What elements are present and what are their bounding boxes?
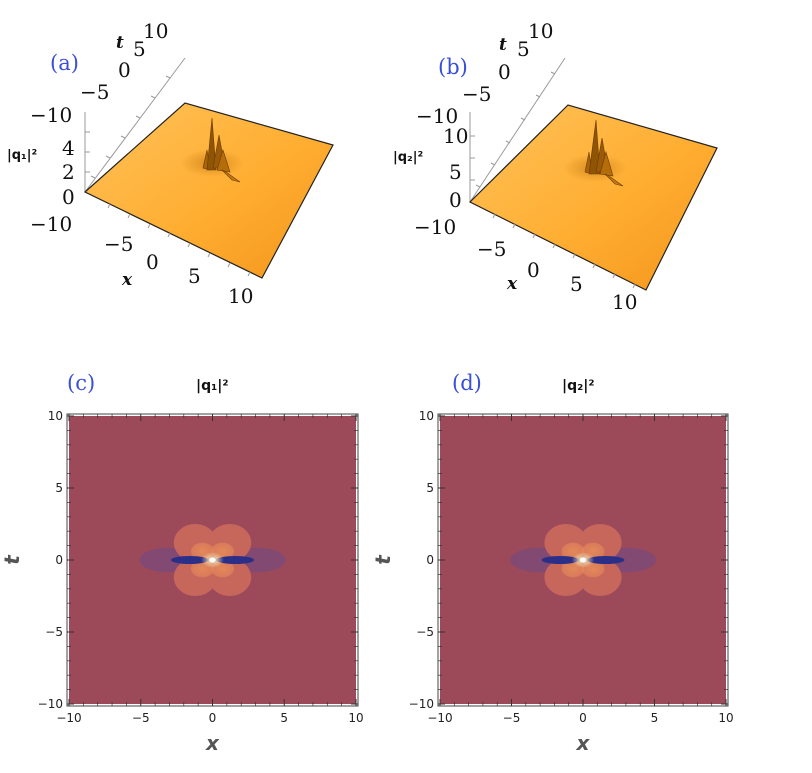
y-tick-label: 10	[419, 409, 434, 423]
density-trough	[587, 555, 625, 565]
density-trough	[170, 555, 209, 565]
panel-label-c: (c)	[67, 371, 96, 395]
surface-a-plane	[83, 102, 334, 279]
panel-label-b: (b)	[438, 55, 468, 79]
density-peak	[209, 557, 216, 563]
panel-label-d: (d)	[452, 371, 482, 395]
x-tick-label: 10	[348, 711, 363, 725]
density-d-title: |q₂|²	[562, 378, 595, 394]
surface-b-t-label: t	[499, 35, 507, 55]
x-tick-label: −10	[427, 711, 452, 725]
surface-b-z-tick: 10	[443, 124, 469, 148]
surface-a-x-tick: 5	[188, 264, 201, 288]
surface-b-t-tick: −10	[416, 104, 459, 128]
density-plot-c: −10 −5 0 5 10 −10 −5 0 5 10 x t	[0, 409, 364, 755]
axis-ticks	[438, 414, 728, 706]
x-tick-label: 5	[651, 711, 659, 725]
x-axis-label: x	[205, 731, 220, 755]
surface-b-plane	[468, 104, 718, 291]
axis-ticks	[67, 414, 358, 706]
surface-a-t-tick: 5	[133, 37, 146, 61]
surface-b-x-tick: −10	[414, 215, 457, 239]
surface-b-t-tick: 5	[517, 37, 530, 61]
x-tick-label: −5	[503, 711, 521, 725]
y-tick-label: −10	[38, 697, 63, 711]
surface-b-z-tick: 0	[449, 188, 462, 212]
surface-a-z-tick: 0	[62, 185, 75, 209]
surface-a-t-tick: 0	[118, 58, 131, 82]
surface-a-x-tick: 0	[146, 250, 159, 274]
surface-b-x-tick: 0	[527, 258, 540, 282]
x-tick-label: 5	[280, 711, 288, 725]
surface-b-x-tick: −5	[477, 237, 507, 261]
y-tick-label: 5	[426, 481, 434, 495]
x-tick-label: 10	[718, 711, 733, 725]
surface-b-x-tick: 10	[612, 290, 638, 314]
x-tick-label: 0	[209, 711, 217, 725]
surface-b-x-label: x	[507, 274, 518, 294]
x-tick-label: −10	[56, 711, 81, 725]
surface-b-peak	[584, 119, 624, 187]
density-c-title: |q₁|²	[196, 378, 229, 394]
y-tick-label: −5	[45, 625, 63, 639]
y-tick-label: 0	[426, 553, 434, 567]
surface-a-t-tick: −10	[30, 103, 73, 127]
y-tick-label: 0	[55, 553, 63, 567]
y-axis-label: t	[371, 554, 395, 565]
surface-a-x-label: x	[122, 270, 133, 290]
surface-a-t-label: t	[116, 33, 124, 53]
surface-b-t-tick: 10	[528, 19, 554, 43]
panel-label-a: (a)	[50, 51, 79, 75]
y-axis-label: t	[0, 554, 24, 565]
density-peak	[579, 557, 587, 563]
density-trough	[216, 555, 255, 565]
surface-a-z-tick: 4	[62, 136, 75, 160]
x-axis-label: x	[576, 731, 591, 755]
surface-a-t-tick: 10	[143, 19, 169, 43]
surface-a-x-tick: 10	[228, 284, 254, 308]
surface-a-t-tick: −5	[80, 80, 110, 104]
surface-b-z-tick: 5	[449, 160, 462, 184]
surface-a-z-tick: 2	[62, 160, 75, 184]
surface-b-x-tick: 5	[570, 272, 583, 296]
density-trough	[541, 555, 579, 565]
surface-a-x-tick: −5	[104, 232, 134, 256]
surface-b-z-label: |q₂|²	[393, 150, 424, 165]
y-tick-label: −10	[409, 697, 434, 711]
density-plot-d: −10 −5 0 5 10 −10 −5 0 5 10 x t	[371, 409, 734, 755]
y-tick-label: 5	[55, 481, 63, 495]
surface-a-z-label: |q₁|²	[7, 148, 38, 163]
surface-a-x-tick: −10	[30, 212, 73, 236]
surface-a-peak	[202, 117, 241, 183]
y-tick-label: −5	[416, 625, 434, 639]
x-tick-label: 0	[579, 711, 587, 725]
surface-b-t-tick: 0	[498, 60, 511, 84]
surface-b-t-tick: −5	[462, 82, 492, 106]
y-tick-label: 10	[48, 409, 63, 423]
x-tick-label: −5	[132, 711, 150, 725]
